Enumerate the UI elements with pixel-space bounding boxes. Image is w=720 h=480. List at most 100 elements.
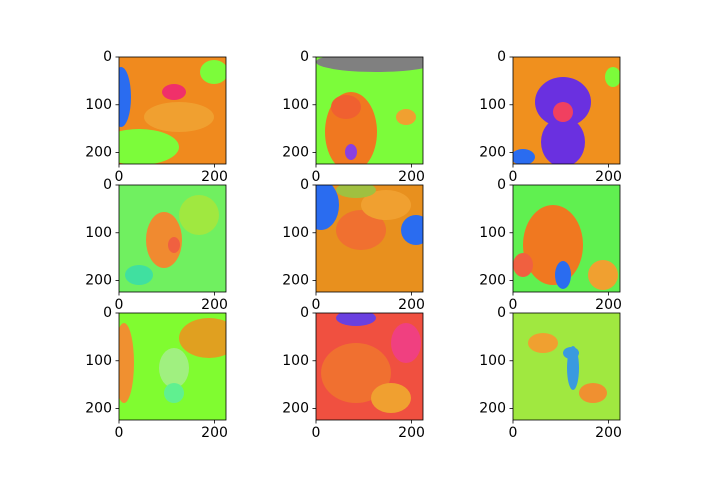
image-region bbox=[579, 383, 607, 403]
y-tick-label: 200 bbox=[282, 273, 309, 289]
image-region bbox=[553, 102, 573, 122]
y-tick-label: 200 bbox=[479, 401, 506, 417]
y-tick-label: 0 bbox=[300, 177, 309, 193]
image-region bbox=[541, 117, 585, 164]
image bbox=[513, 313, 620, 420]
y-tick-label: 100 bbox=[282, 97, 309, 113]
y-tick-label: 100 bbox=[85, 353, 112, 369]
axes-frame bbox=[118, 184, 227, 293]
image-region bbox=[401, 215, 423, 245]
image-region bbox=[321, 343, 391, 403]
y-tick-label: 0 bbox=[300, 49, 309, 65]
image-region bbox=[119, 323, 134, 403]
y-tick-label: 100 bbox=[479, 353, 506, 369]
image-background bbox=[513, 313, 620, 420]
x-tick-label: 200 bbox=[201, 425, 228, 441]
image-region bbox=[179, 318, 226, 358]
axes-frame bbox=[512, 312, 621, 421]
image-region bbox=[336, 185, 376, 198]
y-tick-label: 0 bbox=[103, 177, 112, 193]
image-region bbox=[588, 260, 618, 290]
x-tick-label: 200 bbox=[595, 425, 622, 441]
y-tick-label: 0 bbox=[497, 305, 506, 321]
x-tick-label: 200 bbox=[398, 169, 425, 185]
y-tick-label: 200 bbox=[85, 401, 112, 417]
x-tick-label: 200 bbox=[595, 297, 622, 313]
axes-frame bbox=[315, 184, 424, 293]
x-tick-label: 0 bbox=[115, 169, 124, 185]
image bbox=[513, 185, 620, 292]
image-region bbox=[119, 129, 179, 164]
image bbox=[316, 185, 423, 292]
image-region bbox=[331, 95, 361, 119]
image-region bbox=[119, 67, 131, 127]
y-tick-label: 0 bbox=[103, 305, 112, 321]
axes-frame bbox=[315, 312, 424, 421]
y-tick-label: 200 bbox=[85, 145, 112, 161]
y-tick-label: 100 bbox=[282, 225, 309, 241]
x-tick-label: 0 bbox=[115, 297, 124, 313]
image-region bbox=[605, 67, 620, 87]
image-region bbox=[316, 57, 423, 72]
y-tick-label: 0 bbox=[300, 305, 309, 321]
y-tick-label: 200 bbox=[479, 145, 506, 161]
axes-frame bbox=[118, 56, 227, 165]
image bbox=[316, 313, 423, 420]
y-tick-label: 100 bbox=[282, 353, 309, 369]
y-tick-label: 200 bbox=[479, 273, 506, 289]
axes-frame bbox=[512, 56, 621, 165]
x-tick-label: 0 bbox=[509, 425, 518, 441]
image bbox=[119, 185, 226, 292]
image-region bbox=[371, 383, 411, 413]
image-region bbox=[523, 205, 583, 285]
image-region bbox=[396, 109, 416, 125]
x-tick-label: 0 bbox=[312, 169, 321, 185]
image-region bbox=[563, 347, 579, 359]
image-region bbox=[513, 149, 535, 164]
image-region bbox=[146, 212, 182, 268]
image-region bbox=[162, 84, 186, 100]
image-region bbox=[513, 253, 533, 277]
axes-frame bbox=[315, 56, 424, 165]
image-region bbox=[361, 190, 411, 220]
image-region bbox=[159, 348, 189, 388]
image-region bbox=[125, 265, 153, 285]
x-tick-label: 0 bbox=[312, 425, 321, 441]
axes-frame bbox=[512, 184, 621, 293]
image-region bbox=[179, 195, 219, 235]
y-tick-label: 0 bbox=[497, 49, 506, 65]
x-tick-label: 200 bbox=[398, 425, 425, 441]
image-region bbox=[168, 237, 180, 253]
axes-frame bbox=[118, 312, 227, 421]
image-region bbox=[555, 261, 571, 289]
image bbox=[316, 57, 423, 164]
image-region bbox=[528, 333, 558, 353]
image-region bbox=[144, 102, 214, 132]
x-tick-label: 200 bbox=[201, 169, 228, 185]
x-tick-label: 0 bbox=[115, 425, 124, 441]
y-tick-label: 100 bbox=[479, 97, 506, 113]
image bbox=[119, 57, 226, 164]
x-tick-label: 0 bbox=[509, 297, 518, 313]
y-tick-label: 200 bbox=[282, 401, 309, 417]
y-tick-label: 100 bbox=[85, 97, 112, 113]
image-region bbox=[336, 313, 376, 326]
image-region bbox=[316, 185, 339, 230]
y-tick-label: 0 bbox=[497, 177, 506, 193]
image-region bbox=[345, 144, 357, 160]
x-tick-label: 0 bbox=[509, 169, 518, 185]
x-tick-label: 0 bbox=[312, 297, 321, 313]
image-region bbox=[336, 210, 386, 250]
y-tick-label: 200 bbox=[282, 145, 309, 161]
y-tick-label: 100 bbox=[479, 225, 506, 241]
